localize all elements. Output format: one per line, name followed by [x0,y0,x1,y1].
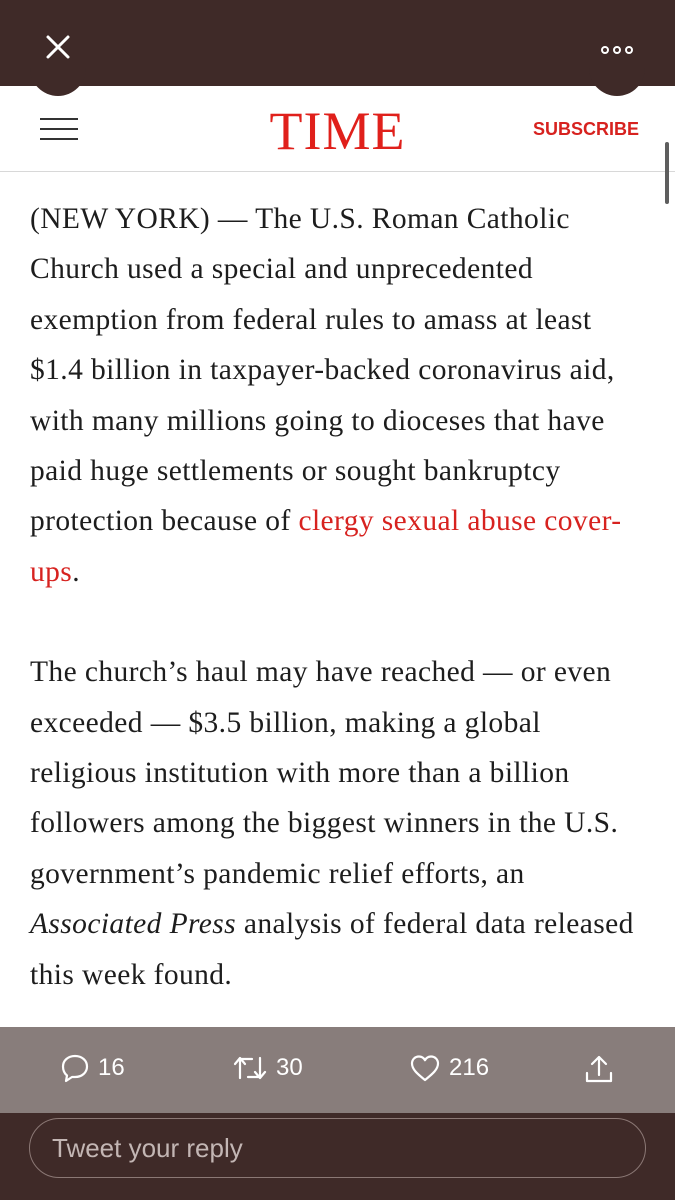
site-header: TIME SUBSCRIBE [0,86,675,172]
hamburger-menu-icon[interactable] [40,118,78,140]
share-icon [585,1055,613,1083]
paragraph-text: The church’s haul may have reached — or … [30,656,619,890]
like-button[interactable]: 216 [409,1053,489,1083]
paragraph-text: . [72,555,80,588]
top-overlay-bar [0,0,675,86]
like-count: 216 [449,1054,490,1081]
publication-name: Associated Press [30,908,237,941]
tweet-reply-input[interactable]: Tweet your reply [29,1118,646,1178]
comment-icon [61,1054,89,1083]
heart-icon [410,1055,440,1082]
paragraph-text: (NEW YORK) — The U.S. Roman Catholic Chu… [30,203,615,538]
more-icon [601,46,633,54]
close-icon [46,35,70,59]
article-body: (NEW YORK) — The U.S. Roman Catholic Chu… [30,194,650,1050]
tweet-action-bar: 16 30 216 [0,1027,675,1113]
reply-button[interactable]: 16 [60,1053,125,1083]
reply-bar: Tweet your reply [0,1113,675,1200]
paragraph-text: analysis of federal data released this w… [30,908,634,991]
retweet-count: 30 [276,1054,303,1081]
subscribe-link[interactable]: SUBSCRIBE [532,119,639,139]
abuse-coverups-link[interactable]: clergy sexual abuse cover-ups [30,505,622,588]
article-paragraph: The church’s haul may have reached — or … [30,647,650,1000]
close-button[interactable] [30,20,86,96]
retweet-button[interactable]: 30 [232,1053,303,1083]
retweet-icon [233,1056,267,1080]
more-options-button[interactable] [589,20,645,96]
share-button[interactable] [583,1053,615,1085]
article-paragraph: (NEW YORK) — The U.S. Roman Catholic Chu… [30,194,650,597]
reply-count: 16 [98,1054,125,1081]
time-logo[interactable]: TIME [269,101,406,161]
scrollbar[interactable] [665,142,669,204]
